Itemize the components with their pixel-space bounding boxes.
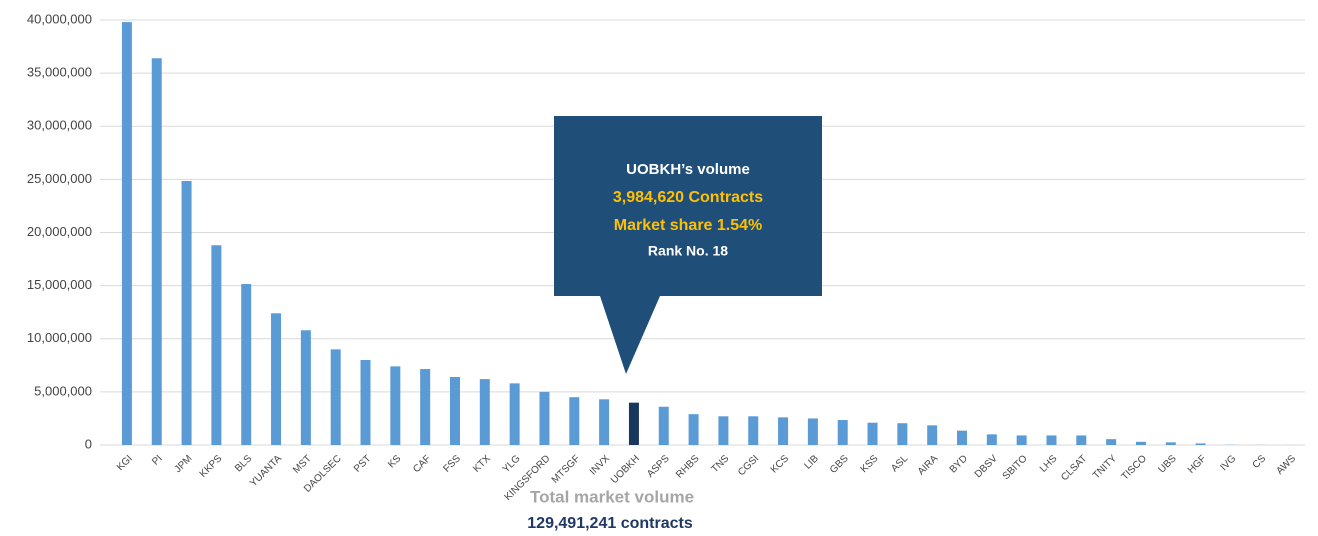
x-tick-label: LIB	[802, 453, 821, 472]
y-tick-label: 5,000,000	[34, 383, 92, 398]
footer-text: Total market volume	[530, 487, 694, 506]
x-tick-label: TNS	[709, 453, 731, 475]
bar	[360, 360, 371, 445]
y-tick-label: 35,000,000	[27, 65, 92, 80]
x-tick-label: SBITO	[1001, 453, 1030, 482]
x-tick-label: YUANTA	[248, 453, 284, 489]
x-tick-label: AIRA	[916, 453, 941, 478]
x-tick-label: PI	[150, 453, 164, 467]
x-tick-label: JPM	[173, 453, 195, 475]
bar	[658, 406, 669, 445]
x-tick-label: IVG	[1218, 453, 1238, 473]
bar	[688, 414, 699, 445]
x-tick-label: UOBKH	[609, 453, 642, 486]
bar	[241, 284, 252, 445]
y-tick-label: 20,000,000	[27, 224, 92, 239]
y-tick-label: 40,000,000	[27, 11, 92, 26]
x-tick-label: BYD	[948, 453, 970, 475]
x-tick-label: KKPS	[198, 453, 225, 480]
bar	[1046, 435, 1057, 445]
bar	[778, 417, 789, 445]
bar	[509, 383, 520, 445]
bar	[300, 330, 311, 445]
x-tick-label: HGF	[1186, 453, 1209, 476]
x-tick-label: FSS	[441, 453, 463, 475]
x-tick-label: LHS	[1038, 453, 1060, 475]
x-tick-label: KS	[386, 453, 403, 470]
x-tick-label: KSS	[859, 453, 881, 475]
bar	[449, 377, 460, 445]
bar	[539, 391, 550, 445]
bar	[957, 430, 968, 445]
x-tick-label: MST	[291, 453, 314, 476]
x-tick-label: AWS	[1274, 453, 1298, 477]
callout-text: Rank No. 18	[648, 243, 728, 259]
y-tick-label: 25,000,000	[27, 171, 92, 186]
x-tick-label: TISCO	[1120, 453, 1150, 483]
x-tick-label: UBS	[1156, 453, 1179, 476]
y-tick-label: 30,000,000	[27, 118, 92, 133]
x-tick-label: CS	[1251, 453, 1269, 471]
bar	[1106, 439, 1117, 445]
bar	[628, 402, 639, 445]
x-tick-label: ASPS	[645, 453, 672, 480]
x-tick-label: MTSGF	[550, 453, 583, 486]
bar	[121, 22, 132, 445]
x-tick-label: KTX	[471, 453, 493, 475]
bar	[1165, 442, 1176, 445]
x-tick-label: CLSAT	[1059, 453, 1089, 483]
bar	[986, 434, 997, 445]
x-tick-label: PST	[352, 453, 374, 475]
bar	[479, 379, 490, 445]
x-tick-label: ASL	[889, 453, 910, 474]
bar	[1135, 441, 1146, 445]
x-tick-label: RHBS	[674, 453, 702, 481]
bar	[330, 349, 341, 445]
callout-text: UOBKH’s volume	[626, 161, 750, 178]
x-tick-label: CAF	[411, 453, 433, 475]
bar	[748, 416, 759, 445]
y-tick-label: 10,000,000	[27, 330, 92, 345]
callout-text: Market share 1.54%	[614, 217, 763, 234]
y-tick-label: 15,000,000	[27, 277, 92, 292]
callout-box	[554, 116, 822, 374]
x-tick-label: KCS	[769, 453, 792, 476]
bar	[420, 369, 431, 445]
bar	[927, 425, 938, 445]
callout-text: 3,984,620 Contracts	[613, 189, 763, 206]
x-tick-label: TNITY	[1091, 453, 1119, 481]
bar	[390, 366, 401, 445]
y-tick-label: 0	[85, 436, 92, 451]
bar	[867, 422, 878, 445]
bar	[211, 245, 222, 445]
bar	[897, 423, 908, 445]
bar	[1076, 435, 1087, 445]
bar	[271, 313, 282, 445]
x-tick-label: INVX	[588, 453, 613, 478]
bar	[599, 399, 610, 445]
footer-text: 129,491,241 contracts	[527, 515, 693, 532]
bar	[837, 420, 848, 445]
x-tick-label: CGSI	[736, 453, 761, 478]
bar	[569, 397, 580, 445]
x-tick-label: DBSV	[973, 453, 1000, 480]
bar	[1016, 435, 1027, 445]
x-tick-label: BLS	[233, 453, 254, 474]
bar	[181, 180, 192, 445]
x-tick-label: KGI	[115, 453, 135, 473]
bar	[807, 418, 818, 445]
x-tick-label: GBS	[828, 453, 851, 476]
bar	[718, 416, 729, 445]
callout: UOBKH’s volume 3,984,620 Contracts Marke…	[554, 116, 822, 374]
bar	[151, 58, 162, 445]
bar	[1195, 443, 1206, 445]
x-tick-label: YLG	[501, 453, 523, 475]
